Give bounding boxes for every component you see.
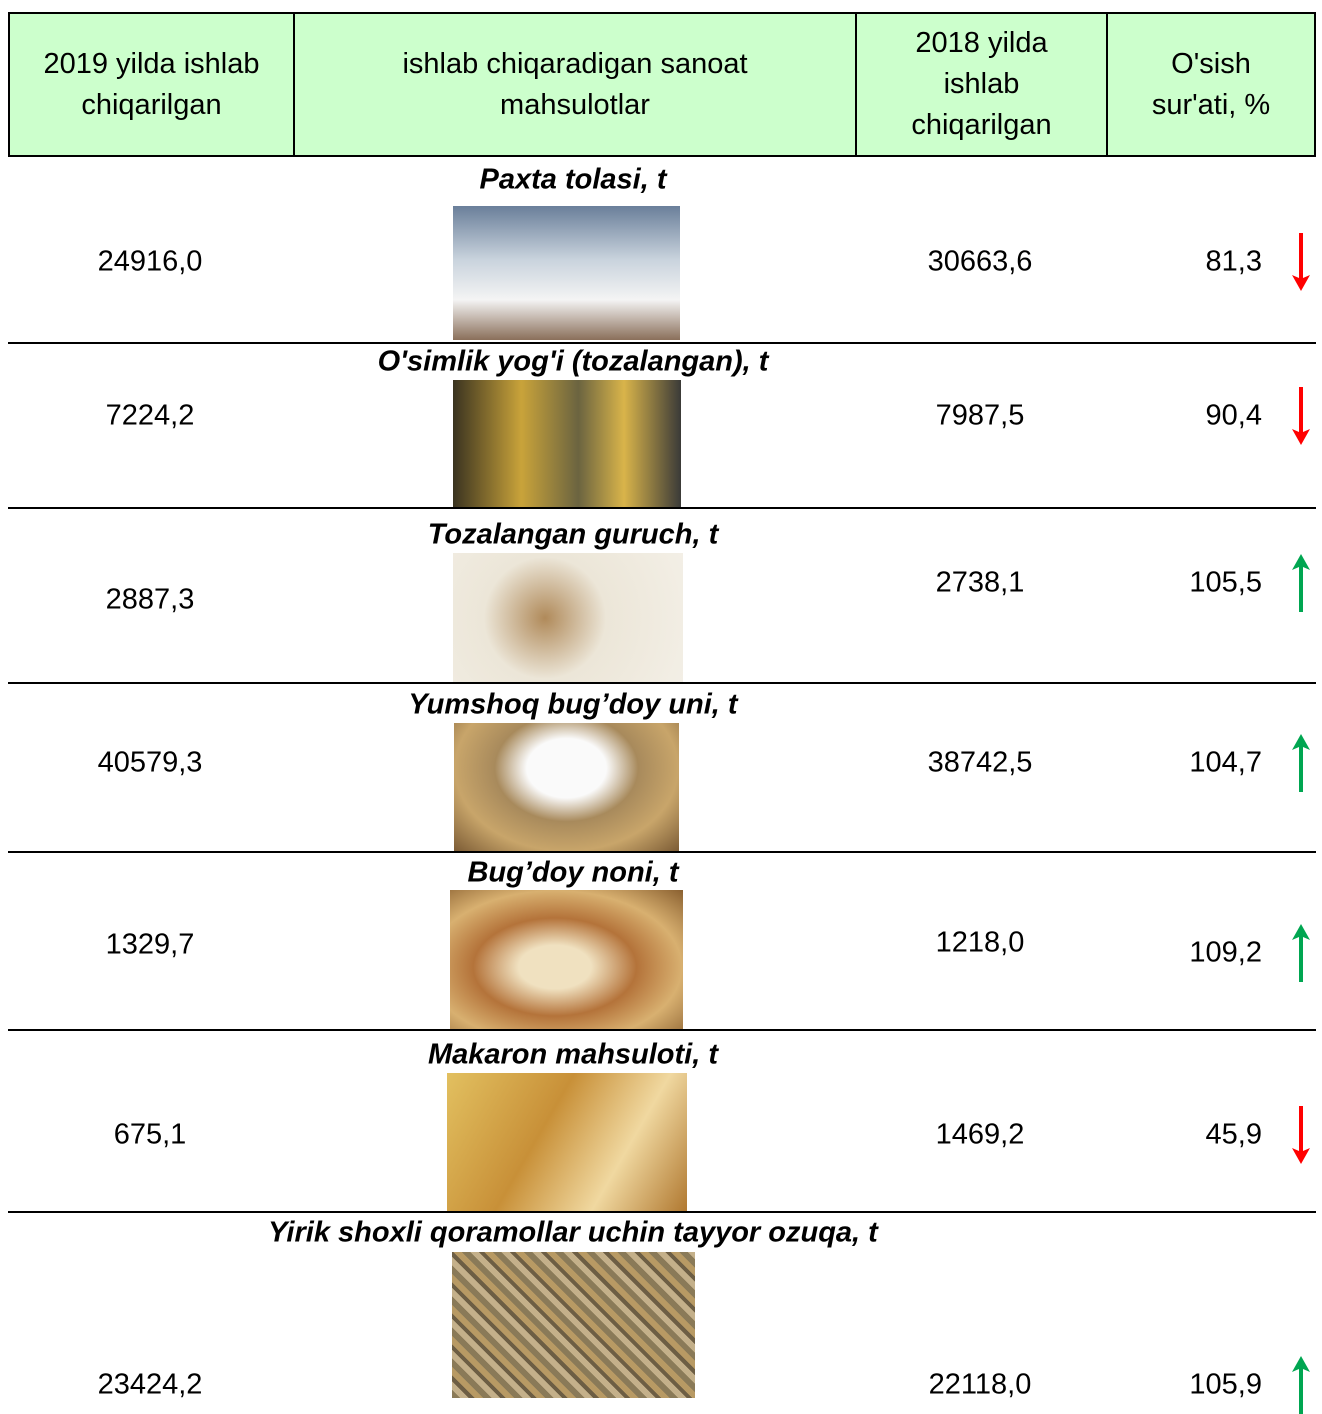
header-cell: ishlab chiqaradigan sanoat mahsulotlar <box>293 12 857 157</box>
arrow-up <box>1292 554 1310 612</box>
value-2018: 1218,0 <box>935 926 1025 959</box>
value-2019: 1329,7 <box>105 928 195 961</box>
row-separator <box>8 682 1316 684</box>
value-2019: 23424,2 <box>97 1368 203 1401</box>
growth-rate: 45,9 <box>1205 1118 1262 1151</box>
value-2018: 22118,0 <box>928 1368 1032 1401</box>
growth-rate: 109,2 <box>1189 936 1262 969</box>
product-name: Bug’doy noni, t <box>467 856 679 889</box>
arrow-down <box>1292 233 1310 291</box>
product-image <box>453 206 680 340</box>
arrow-down <box>1292 387 1310 445</box>
growth-rate: 105,5 <box>1189 566 1262 599</box>
product-image <box>447 1073 687 1212</box>
row-separator <box>8 851 1316 853</box>
value-2018: 30663,6 <box>927 245 1033 278</box>
arrow-up <box>1292 924 1310 982</box>
value-2019: 24916,0 <box>97 245 203 278</box>
value-2019: 7224,2 <box>105 399 195 432</box>
product-name: Paxta tolasi, t <box>479 163 667 196</box>
value-2019: 2887,3 <box>105 583 195 616</box>
growth-rate: 105,9 <box>1189 1368 1262 1401</box>
arrow-up <box>1292 1356 1310 1414</box>
product-image <box>454 723 679 852</box>
arrow-up <box>1292 734 1310 792</box>
value-2018: 2738,1 <box>935 566 1025 599</box>
value-2019: 675,1 <box>113 1118 187 1151</box>
growth-rate: 104,7 <box>1189 746 1262 779</box>
value-2018: 1469,2 <box>935 1118 1025 1151</box>
product-name: O'simlik yog'i (tozalangan), t <box>377 345 769 378</box>
product-image <box>450 890 683 1030</box>
product-name: Yirik shoxli qoramollar uchin tayyor ozu… <box>268 1216 878 1249</box>
growth-rate: 81,3 <box>1205 245 1262 278</box>
product-image <box>452 1252 695 1398</box>
product-image <box>453 553 683 683</box>
row-separator <box>8 507 1316 509</box>
value-2019: 40579,3 <box>97 746 203 779</box>
value-2018: 38742,5 <box>927 746 1033 779</box>
row-separator <box>8 342 1316 344</box>
row-separator <box>8 1211 1316 1213</box>
header-cell: 2018 yilda ishlab chiqarilgan <box>855 12 1108 157</box>
header-cell: O'sish sur'ati, % <box>1106 12 1316 157</box>
product-name: Tozalangan guruch, t <box>427 518 719 551</box>
value-2018: 7987,5 <box>935 399 1025 432</box>
header-cell: 2019 yilda ishlab chiqarilgan <box>8 12 295 157</box>
product-name: Makaron mahsuloti, t <box>427 1038 719 1071</box>
product-name: Yumshoq bug’doy uni, t <box>408 688 738 721</box>
arrow-down <box>1292 1106 1310 1164</box>
row-separator <box>8 1029 1316 1031</box>
product-image <box>453 380 681 508</box>
growth-rate: 90,4 <box>1205 399 1262 432</box>
